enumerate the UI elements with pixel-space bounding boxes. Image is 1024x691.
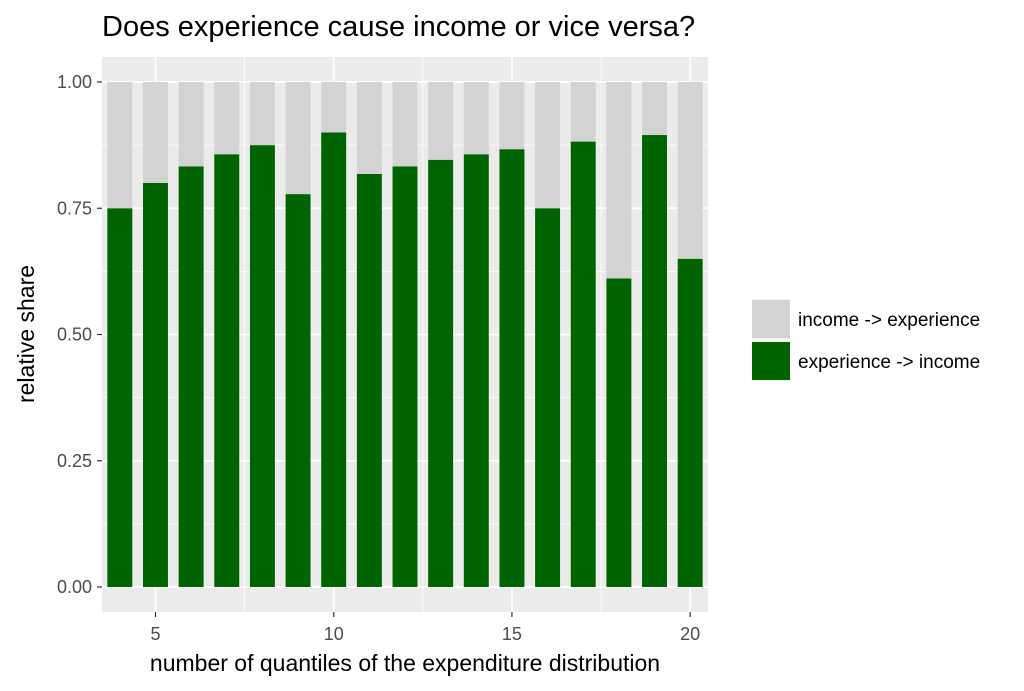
bar-income-experience bbox=[428, 82, 454, 160]
bar-experience-income bbox=[142, 183, 168, 587]
bar-experience-income bbox=[321, 132, 347, 587]
bar-experience-income bbox=[499, 149, 525, 588]
bar-income-experience bbox=[285, 82, 311, 195]
bar-income-experience bbox=[499, 82, 525, 150]
bar-income-experience bbox=[642, 82, 668, 136]
bar-experience-income bbox=[677, 258, 703, 587]
y-tick-label: 0.50 bbox=[57, 325, 92, 345]
bar-experience-income bbox=[285, 194, 311, 588]
bar-income-experience bbox=[107, 82, 133, 209]
bar-experience-income bbox=[606, 278, 632, 587]
bar-experience-income bbox=[570, 141, 596, 587]
bar-income-experience bbox=[606, 82, 632, 279]
bar-experience-income bbox=[107, 208, 133, 587]
y-axis-title: relative share bbox=[13, 265, 39, 403]
bar-income-experience bbox=[392, 82, 418, 167]
x-axis: 5 10 15 20 bbox=[150, 612, 700, 644]
legend-key-income-experience bbox=[752, 300, 790, 338]
bar-experience-income bbox=[214, 154, 240, 587]
y-tick-label: 0.00 bbox=[57, 577, 92, 597]
legend-label: income -> experience bbox=[798, 310, 980, 331]
bar-income-experience bbox=[463, 82, 489, 155]
x-axis-title: number of quantiles of the expenditure d… bbox=[150, 650, 660, 676]
bar-income-experience bbox=[535, 82, 561, 209]
bar-experience-income bbox=[428, 159, 454, 587]
legend-label: experience -> income bbox=[798, 352, 980, 373]
bar-income-experience bbox=[677, 82, 703, 259]
x-tick-label: 5 bbox=[150, 624, 160, 644]
x-tick-label: 20 bbox=[680, 624, 700, 644]
bar-income-experience bbox=[570, 82, 596, 142]
bar-experience-income bbox=[356, 173, 382, 587]
bar-income-experience bbox=[249, 82, 275, 146]
bar-experience-income bbox=[249, 145, 275, 587]
y-axis: 0.00 0.25 0.50 0.75 1.00 bbox=[57, 72, 102, 597]
bar-experience-income bbox=[178, 166, 204, 587]
x-tick-label: 10 bbox=[324, 624, 344, 644]
bar-income-experience bbox=[321, 82, 347, 133]
bar-income-experience bbox=[142, 82, 168, 183]
bar-experience-income bbox=[463, 154, 489, 587]
chart-title: Does experience cause income or vice ver… bbox=[102, 11, 695, 43]
legend-key-experience-income bbox=[752, 342, 790, 380]
y-tick-label: 0.75 bbox=[57, 198, 92, 218]
x-tick-label: 15 bbox=[502, 624, 522, 644]
y-tick-label: 1.00 bbox=[57, 72, 92, 92]
bar-experience-income bbox=[642, 135, 668, 587]
y-tick-label: 0.25 bbox=[57, 451, 92, 471]
plot-panel bbox=[102, 57, 708, 612]
legend: income -> experience experience -> income bbox=[752, 299, 980, 381]
bar-experience-income bbox=[392, 166, 418, 587]
bar-income-experience bbox=[178, 82, 204, 167]
bar-income-experience bbox=[356, 82, 382, 174]
bar-income-experience bbox=[214, 82, 240, 155]
bar-experience-income bbox=[535, 208, 561, 587]
